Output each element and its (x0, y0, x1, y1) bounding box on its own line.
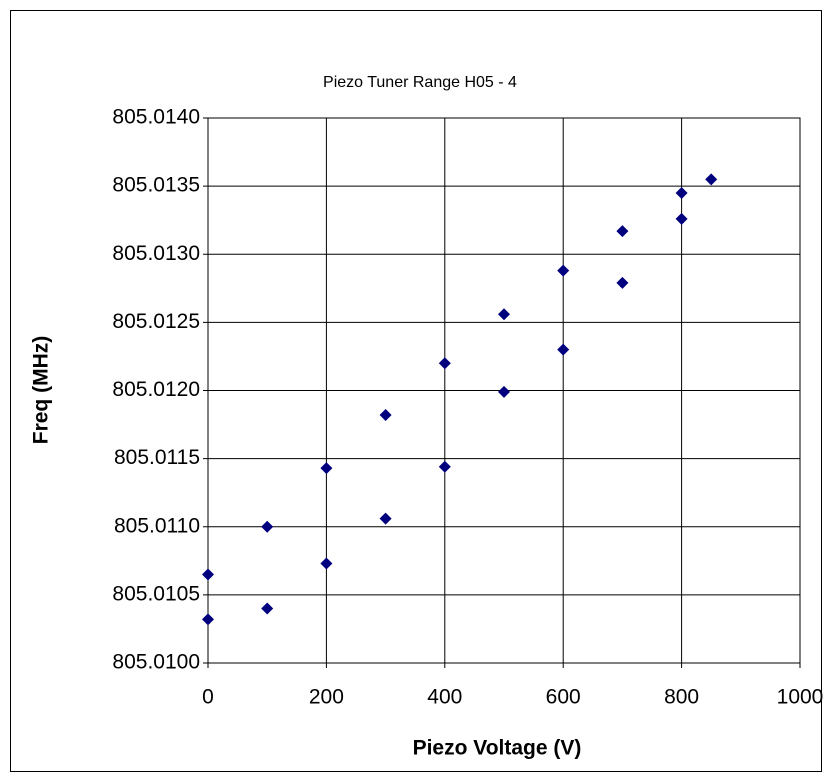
data-point (379, 512, 392, 525)
x-tick-label: 0 (202, 686, 214, 709)
x-tick-label: 800 (664, 686, 699, 709)
y-tick-label: 805.0140 (112, 106, 200, 129)
x-tick-label: 400 (427, 686, 462, 709)
data-point (202, 613, 214, 626)
y-tick-label: 805.0105 (112, 582, 200, 605)
data-point (438, 460, 451, 473)
data-point (261, 602, 274, 615)
plot-area (207, 117, 801, 664)
data-point (557, 264, 570, 277)
y-tick-label: 805.0130 (112, 242, 200, 265)
y-tick-label: 805.0120 (112, 378, 200, 401)
data-point (498, 385, 510, 398)
y-tick-label: 805.0125 (112, 310, 200, 333)
x-tick-label: 200 (309, 686, 344, 709)
data-point (379, 409, 392, 422)
data-point (498, 308, 510, 321)
x-tick-label: 600 (546, 686, 581, 709)
data-point (557, 343, 570, 356)
x-axis-label: Piezo Voltage (V) (413, 737, 582, 760)
data-point (616, 225, 629, 238)
data-point (320, 462, 333, 475)
data-point (320, 557, 333, 570)
y-tick-label: 805.0110 (114, 514, 200, 537)
data-point (261, 520, 274, 533)
data-point (438, 357, 451, 370)
x-tick-label: 1000 (777, 686, 824, 709)
chart-title: Piezo Tuner Range H05 - 4 (323, 74, 517, 91)
data-point (202, 568, 214, 581)
y-tick-label: 805.0135 (112, 174, 200, 197)
data-point (675, 186, 688, 199)
data-point (675, 212, 688, 225)
y-tick-label: 805.0115 (114, 446, 200, 469)
y-axis-label: Freq (MHz) (30, 336, 53, 445)
data-point (616, 276, 629, 289)
y-tick-label: 805.0100 (112, 651, 200, 674)
data-point (705, 173, 718, 186)
